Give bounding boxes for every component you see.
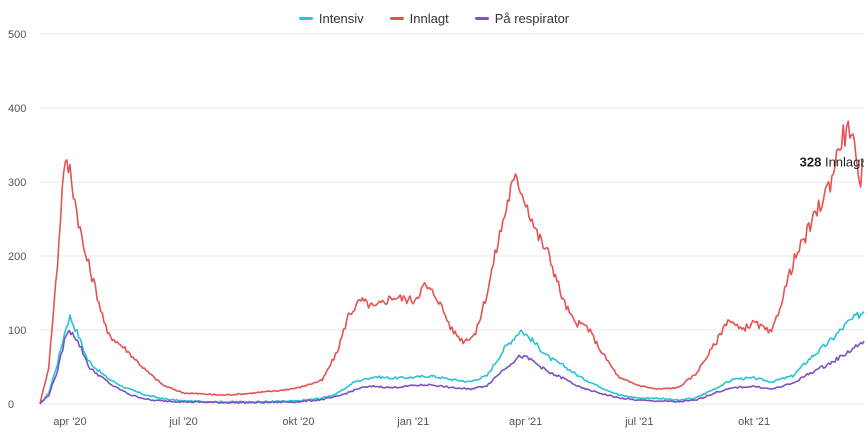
legend-item-innlagt[interactable]: Innlagt: [389, 11, 449, 26]
x-tick-label-6: okt '21: [738, 416, 770, 428]
legend-swatch-innlagt: [389, 17, 404, 20]
legend-label-pa-respirator: På respirator: [494, 11, 570, 26]
y-tick-label-300: 300: [8, 177, 26, 189]
legend-label-innlagt: Innlagt: [409, 11, 449, 26]
legend-label-intensiv: Intensiv: [318, 11, 364, 26]
annotation-value: 328: [800, 154, 822, 169]
annotation-last-value: 328 Innlagt: [800, 154, 865, 169]
series-line-intensiv: [39, 311, 865, 404]
series-line-p-respirator: [39, 329, 865, 405]
x-tick-label-2: okt '20: [282, 416, 314, 428]
legend-item-intensiv[interactable]: Intensiv: [298, 11, 364, 26]
x-tick-label-3: jan '21: [396, 416, 429, 428]
legend-swatch-intensiv: [298, 17, 313, 20]
legend-swatch-pa-respirator: [474, 17, 489, 20]
legend-item-pa-respirator[interactable]: På respirator: [474, 11, 570, 26]
y-tick-label-200: 200: [8, 251, 26, 263]
annotation-label: Innlagt: [821, 154, 864, 169]
legend: Intensiv Innlagt På respirator: [0, 11, 868, 26]
series-line-innlagt: [39, 120, 865, 405]
y-tick-label-100: 100: [8, 325, 26, 337]
x-tick-label-0: apr '20: [53, 416, 86, 428]
y-tick-label-0: 0: [8, 399, 14, 411]
y-tick-label-400: 400: [8, 103, 26, 115]
x-tick-label-1: jul '20: [168, 416, 197, 428]
y-tick-label-500: 500: [8, 29, 26, 41]
x-tick-label-4: apr '21: [509, 416, 542, 428]
x-tick-label-5: jul '21: [624, 416, 653, 428]
